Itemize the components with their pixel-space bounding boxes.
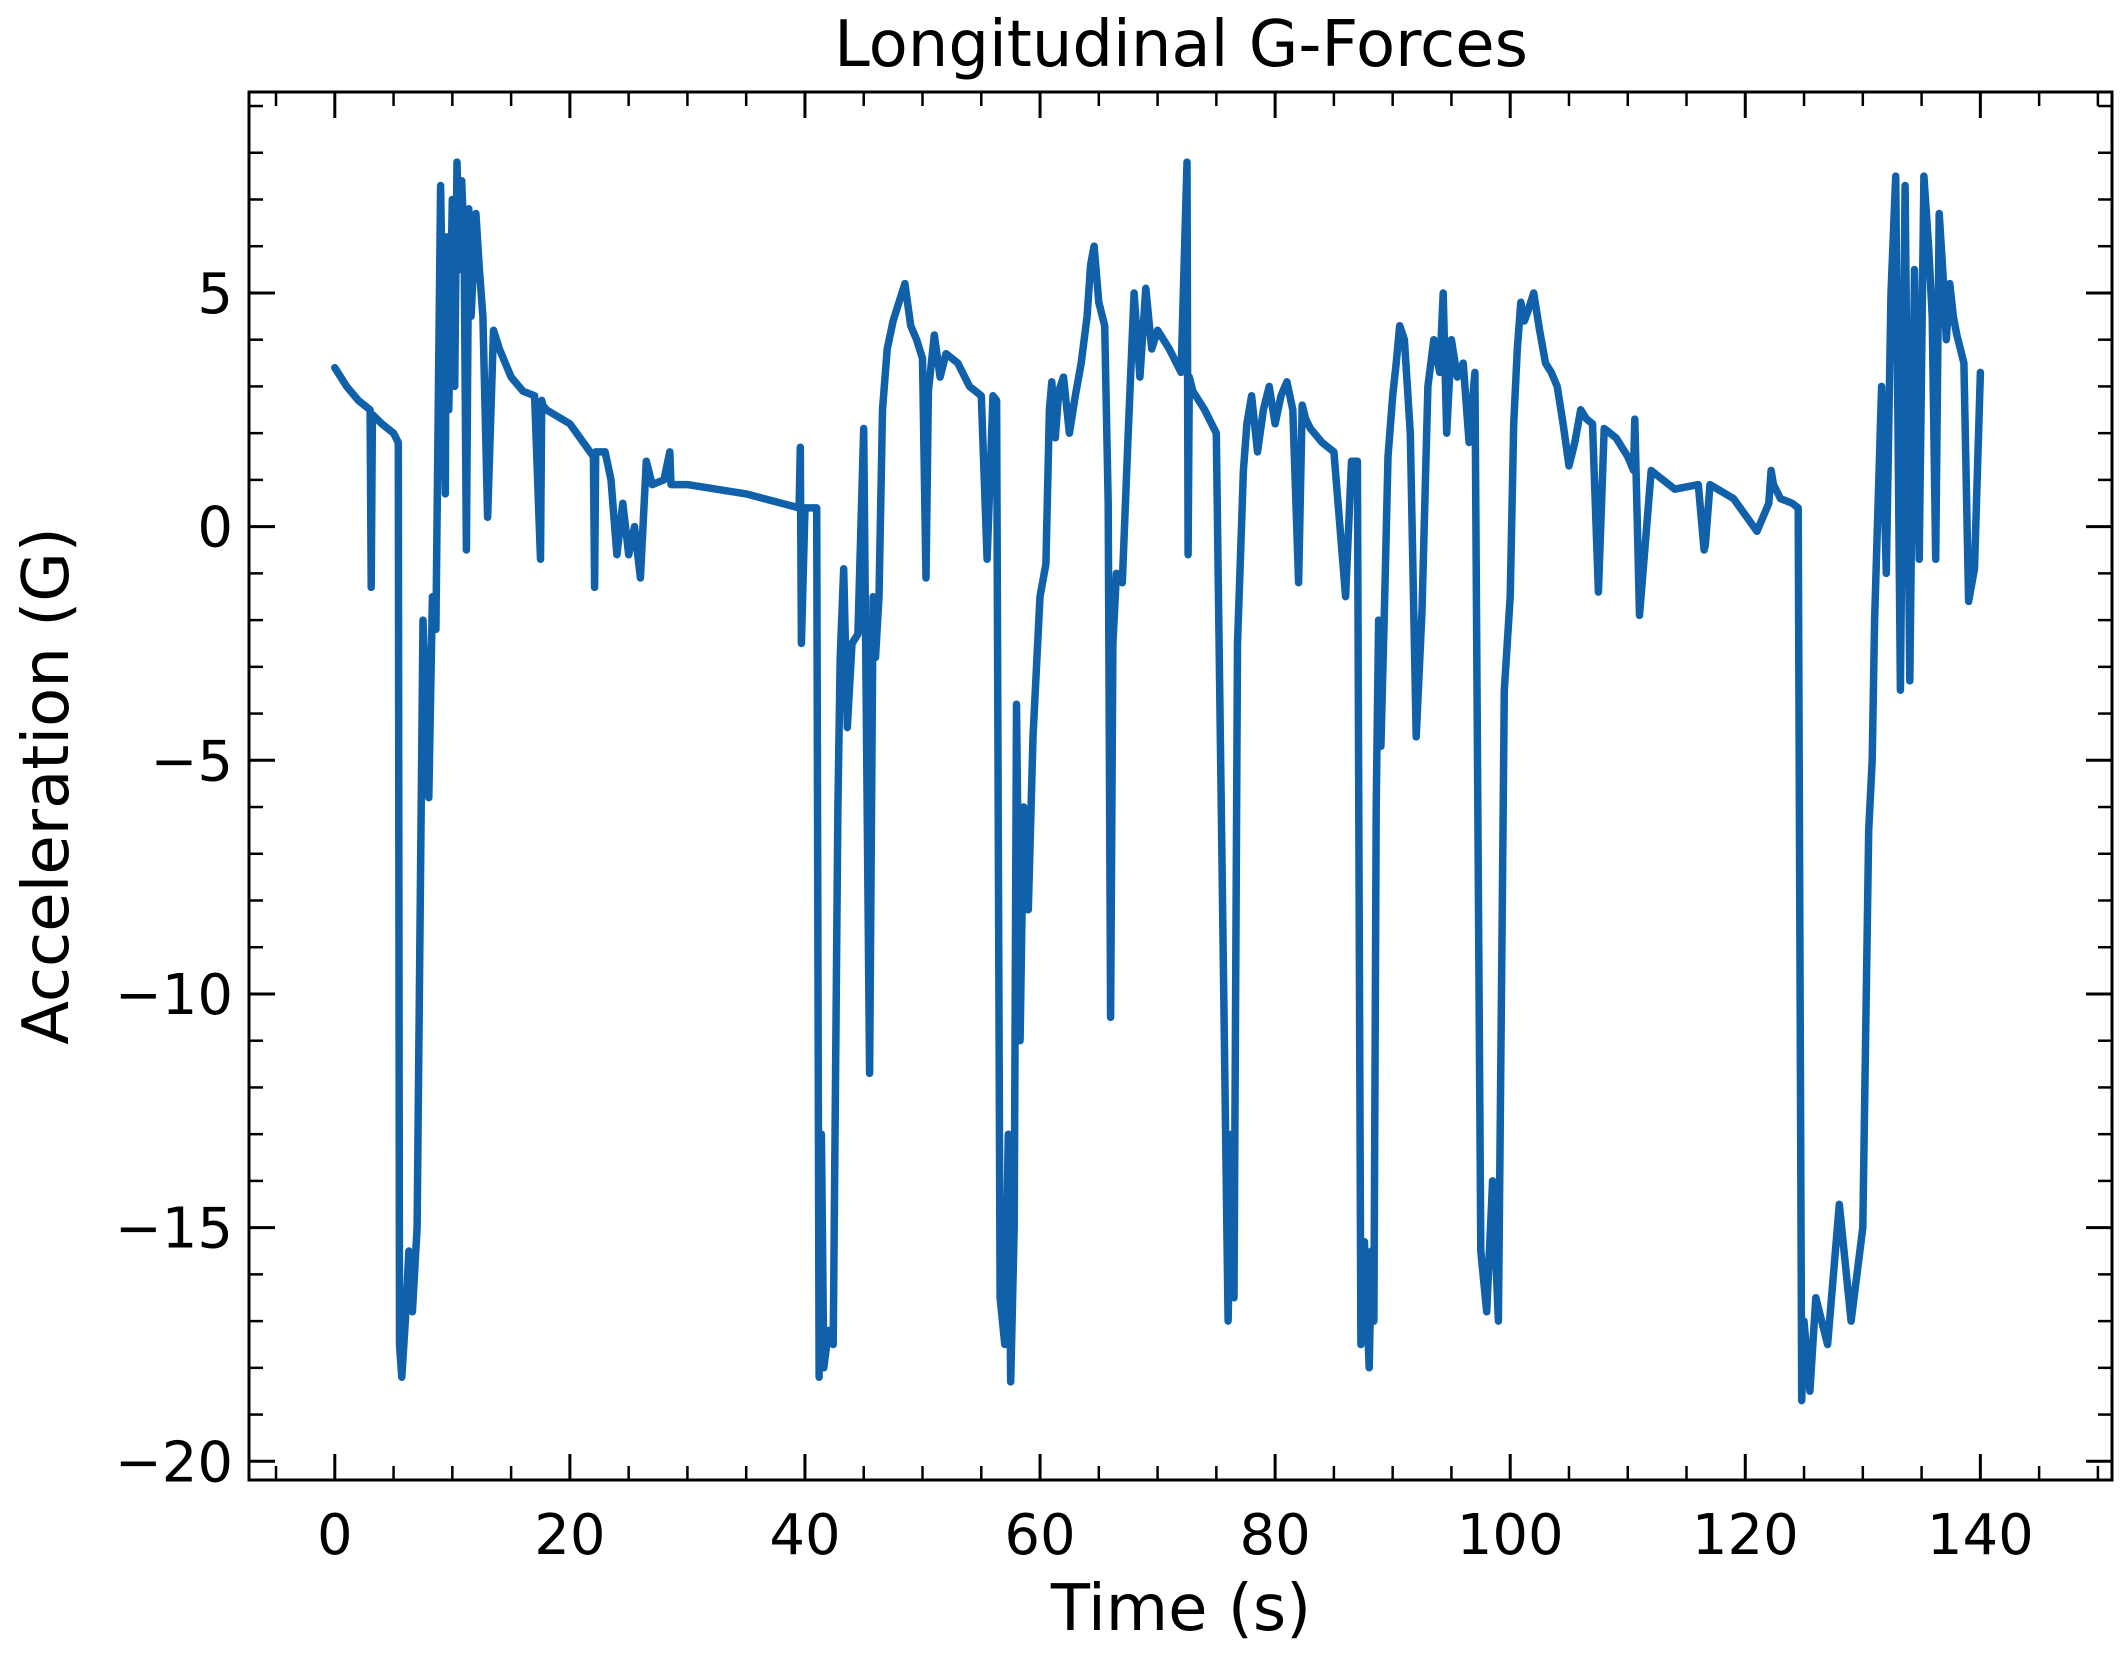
series-line (331, 158, 1985, 1405)
axis-ticks (249, 92, 2112, 1480)
tick-labels: 0 20 40 60 80 100 120 140 −20 −15 −10 −5 0 5 (115, 262, 2034, 1568)
x-axis-label: Time (s) (1050, 1572, 1311, 1646)
y-tick-label: 0 (197, 496, 233, 561)
x-tick-label: 140 (1927, 1503, 2034, 1568)
y-tick-label: −10 (115, 963, 233, 1028)
y-tick-label: −15 (115, 1197, 233, 1262)
x-tick-label: 120 (1692, 1503, 1799, 1568)
y-tick-label: −20 (115, 1430, 233, 1495)
y-axis-label: Acceleration (G) (10, 527, 84, 1045)
x-tick-label: 100 (1457, 1503, 1564, 1568)
plot-frame (247, 90, 2114, 1482)
x-tick-label: 60 (1004, 1503, 1075, 1568)
chart-title: Longitudinal G-Forces (834, 8, 1528, 82)
y-tick-label: 5 (197, 262, 233, 327)
y-tick-label: −5 (150, 729, 233, 794)
x-tick-label: 0 (317, 1503, 353, 1568)
x-tick-label: 40 (769, 1503, 840, 1568)
x-tick-label: 80 (1239, 1503, 1310, 1568)
x-tick-label: 20 (534, 1503, 605, 1568)
